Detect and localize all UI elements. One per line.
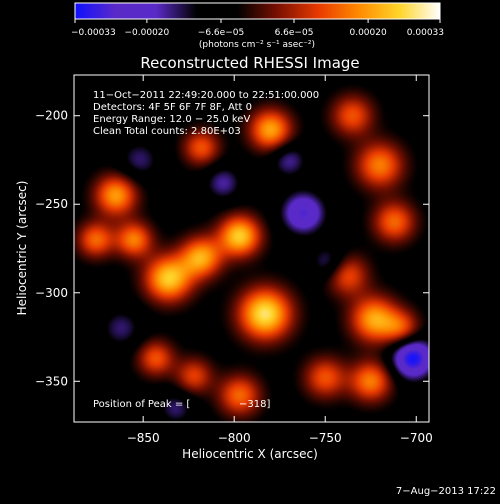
y-tick-label: −350 <box>35 374 68 388</box>
colorbar-ticks: −0.00033 −0.00020 −6.6e−05 6.6e−05 0.00020 0.… <box>71 19 444 38</box>
annotation-clean-counts: Clean Total counts: 2.80E+03 <box>93 126 241 137</box>
annotation-time-range: 11−Oct−2011 22:49:20.000 to 22:51:00.000 <box>93 90 319 101</box>
plot-frame <box>73 74 430 423</box>
colorbar-tick-label: 0.00020 <box>349 28 386 38</box>
annotation-detectors: Detectors: 4F 5F 6F 7F 8F, Att 0 <box>93 102 252 113</box>
colorbar <box>74 2 441 20</box>
peak-position-value: −318] <box>239 399 270 410</box>
colorbar-tick-label: −0.00020 <box>125 28 170 38</box>
x-axis-ticks: −850 −800 −750 −700 <box>127 75 433 445</box>
heatmap-container <box>74 75 429 422</box>
heatmap-image <box>74 75 429 422</box>
annotation-energy-range: Energy Range: 12.0 − 25.0 keV <box>93 114 250 125</box>
colorbar-tick-label: −0.00033 <box>71 28 116 38</box>
y-axis-ticks: −200 −250 −300 −350 <box>35 109 429 388</box>
footer-timestamp: 7−Aug−2013 17:22 <box>396 486 496 497</box>
x-tick-label: −700 <box>400 431 433 445</box>
colorbar-units-label: (photons cm⁻² s⁻¹ asec⁻²) <box>199 40 315 50</box>
x-axis-label: Heliocentric X (arcsec) <box>182 447 318 461</box>
y-tick-label: −300 <box>35 286 68 300</box>
y-tick-label: −250 <box>35 197 68 211</box>
y-tick-label: −200 <box>35 109 68 123</box>
chart-title: Reconstructed RHESSI Image <box>140 54 359 72</box>
colorbar-tick-label: −6.6e−05 <box>198 28 244 38</box>
x-tick-label: −800 <box>218 431 251 445</box>
x-tick-label: −750 <box>309 431 342 445</box>
x-tick-label: −850 <box>127 431 160 445</box>
colorbar-tick-label: 6.6e−05 <box>275 28 314 38</box>
y-axis-label: Heliocentric Y (arcsec) <box>15 181 29 316</box>
colorbar-tick-label: 0.00033 <box>407 28 444 38</box>
peak-position-label: Position of Peak = [ <box>93 399 190 410</box>
